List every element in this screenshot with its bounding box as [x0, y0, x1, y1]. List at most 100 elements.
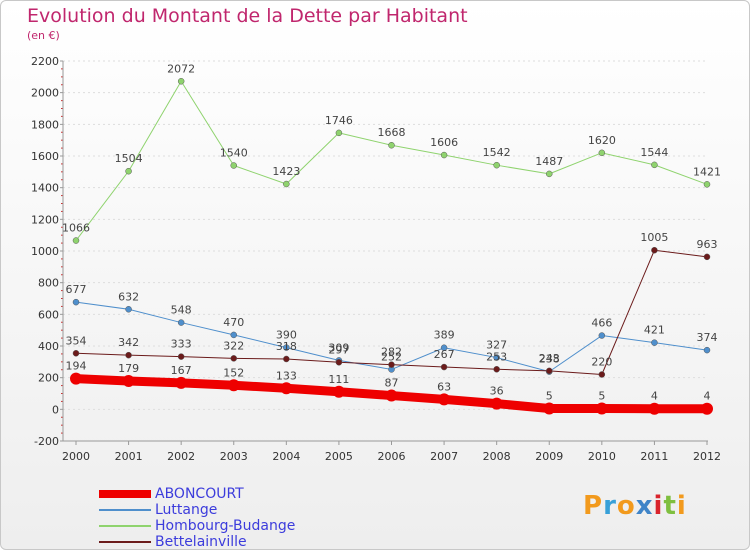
y-tick-label: 1800 [31, 118, 59, 131]
data-point [125, 306, 132, 313]
x-tick-label: 2012 [693, 450, 721, 463]
legend-label: Hombourg-Budange [155, 518, 296, 534]
data-label: 252 [381, 350, 402, 363]
x-tick-label: 2008 [483, 450, 511, 463]
x-tick-label: 2006 [378, 450, 406, 463]
logo-letter: i [653, 491, 664, 521]
data-label: 1668 [378, 126, 406, 139]
data-label: 179 [118, 362, 139, 375]
legend-label: Bettelainville [155, 534, 247, 550]
data-point [651, 246, 658, 254]
y-tick-label: 600 [38, 308, 59, 321]
logo-letter: o [616, 491, 636, 521]
data-label: 1746 [325, 114, 353, 127]
data-point [335, 359, 343, 366]
data-label: 342 [118, 336, 139, 349]
chart-subtitle: (en €) [27, 29, 60, 42]
data-point [651, 339, 658, 346]
data-point [335, 129, 343, 137]
data-label: 354 [66, 334, 87, 347]
data-label: 1544 [640, 146, 668, 159]
data-label: 194 [66, 360, 87, 373]
x-tick-label: 2000 [62, 450, 90, 463]
data-label: 111 [328, 373, 349, 386]
data-point [438, 393, 451, 406]
data-point [598, 371, 606, 378]
legend-item: Hombourg-Budange [99, 518, 295, 534]
x-tick-label: 2001 [115, 450, 143, 463]
data-point [648, 402, 661, 415]
data-label: 548 [171, 304, 192, 317]
legend-item: ABONCOURT [99, 486, 244, 502]
data-point [177, 78, 185, 85]
data-point [230, 331, 237, 339]
data-point [283, 344, 290, 351]
data-label: 677 [66, 283, 87, 296]
y-tick-label: 1400 [31, 182, 59, 195]
data-label: 152 [223, 366, 244, 379]
data-point [230, 355, 237, 362]
data-label: 220 [591, 356, 612, 369]
legend-item: Bettelainville [99, 534, 247, 550]
data-point [440, 344, 448, 351]
data-label: 1542 [483, 146, 511, 159]
data-label: 167 [171, 364, 192, 377]
y-tick-label: 400 [38, 340, 59, 353]
data-label: 87 [385, 377, 399, 390]
data-point [493, 161, 500, 169]
x-tick-label: 2009 [535, 450, 563, 463]
x-tick-label: 2003 [220, 450, 248, 463]
data-point [493, 354, 500, 361]
data-point [332, 385, 345, 398]
y-tick-label: 2200 [31, 55, 59, 68]
y-tick-label: 1600 [31, 150, 59, 163]
legend-swatch [99, 490, 151, 498]
data-point [546, 367, 553, 375]
legend-item: Luttange [99, 502, 217, 518]
data-label: 1620 [588, 134, 616, 147]
data-point [70, 372, 82, 385]
data-label: 63 [437, 380, 451, 393]
y-tick-label: 200 [38, 372, 59, 385]
data-point [72, 237, 80, 244]
data-label: 2072 [167, 62, 195, 75]
data-label: 1066 [62, 222, 90, 235]
data-label: 390 [276, 329, 297, 342]
data-point [177, 353, 185, 360]
legend-swatch [99, 541, 151, 543]
data-label: 133 [276, 369, 297, 382]
data-point [72, 350, 80, 357]
legend-label: ABONCOURT [155, 486, 244, 502]
legend-label: Luttange [155, 502, 218, 518]
x-tick-label: 2010 [588, 450, 616, 463]
data-point [598, 149, 606, 157]
data-label: 963 [697, 238, 718, 251]
data-point [175, 376, 188, 389]
data-point [280, 382, 293, 395]
data-point [546, 170, 553, 178]
data-point [703, 346, 711, 354]
x-tick-label: 2011 [640, 450, 668, 463]
data-label: 5 [598, 390, 605, 403]
x-tick-label: 2005 [325, 450, 353, 463]
logo-letter: r [603, 491, 617, 521]
data-label: 267 [434, 348, 455, 361]
data-label: 1423 [272, 165, 300, 178]
data-point [440, 363, 448, 371]
data-label: 282 [381, 346, 402, 359]
data-point [283, 355, 290, 363]
x-tick-label: 2007 [430, 450, 458, 463]
legend-swatch [99, 509, 151, 511]
data-label: 374 [697, 331, 718, 344]
data-point [122, 374, 135, 387]
data-label: 4 [704, 390, 711, 403]
data-label: 421 [644, 324, 665, 337]
data-label: 309 [328, 341, 349, 354]
data-point [388, 141, 395, 149]
data-point [385, 389, 398, 402]
x-tick-label: 2002 [167, 450, 195, 463]
data-label: 1487 [535, 155, 563, 168]
series-line [75, 80, 708, 242]
